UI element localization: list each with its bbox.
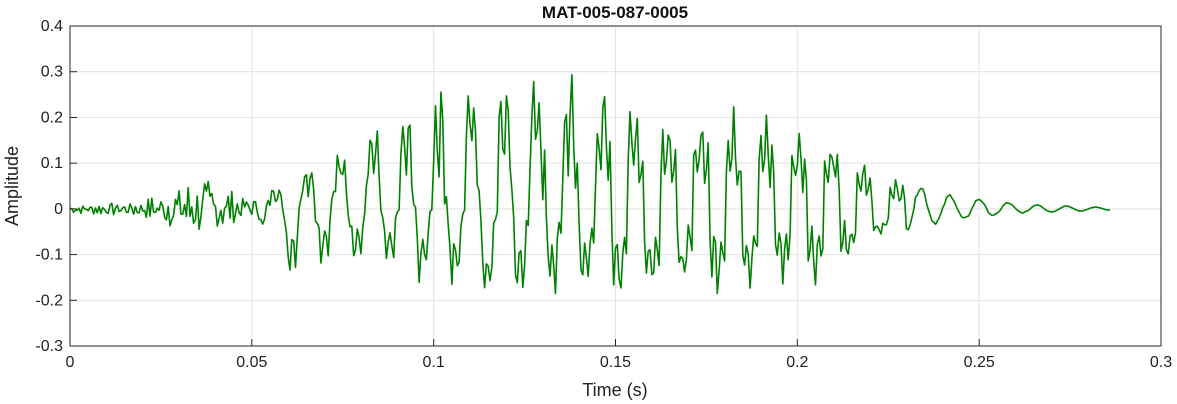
- y-axis: -0.3 -0.2 -0.1 0 0.1 0.2 0.3 0.4: [35, 18, 77, 355]
- x-tick-label: 0.05: [236, 354, 267, 371]
- x-tick-label: 0.15: [600, 354, 631, 371]
- y-tick-label: 0.1: [41, 155, 63, 172]
- y-tick-label: -0.3: [35, 338, 63, 355]
- x-tick-label: 0.25: [964, 354, 995, 371]
- x-tick-label: 0: [66, 354, 75, 371]
- chart-title: MAT-005-087-0005: [542, 3, 688, 22]
- y-tick-label: 0.4: [41, 18, 63, 35]
- y-tick-label: -0.2: [35, 292, 63, 309]
- x-axis: 0 0.05 0.1 0.15 0.2 0.25 0.3: [66, 339, 1172, 371]
- grid: [70, 26, 1161, 346]
- y-axis-label: Amplitude: [2, 146, 22, 226]
- x-tick-label: 0.1: [423, 354, 445, 371]
- signal-layer: [69, 73, 1111, 295]
- y-tick-label: 0: [54, 201, 63, 218]
- y-tick-label: 0.2: [41, 109, 63, 126]
- waveform-series-line: [69, 73, 1111, 295]
- x-axis-label: Time (s): [582, 380, 647, 400]
- x-tick-label: 0.3: [1150, 354, 1172, 371]
- x-tick-label: 0.2: [786, 354, 808, 371]
- y-tick-label: -0.1: [35, 247, 63, 264]
- y-tick-label: 0.3: [41, 64, 63, 81]
